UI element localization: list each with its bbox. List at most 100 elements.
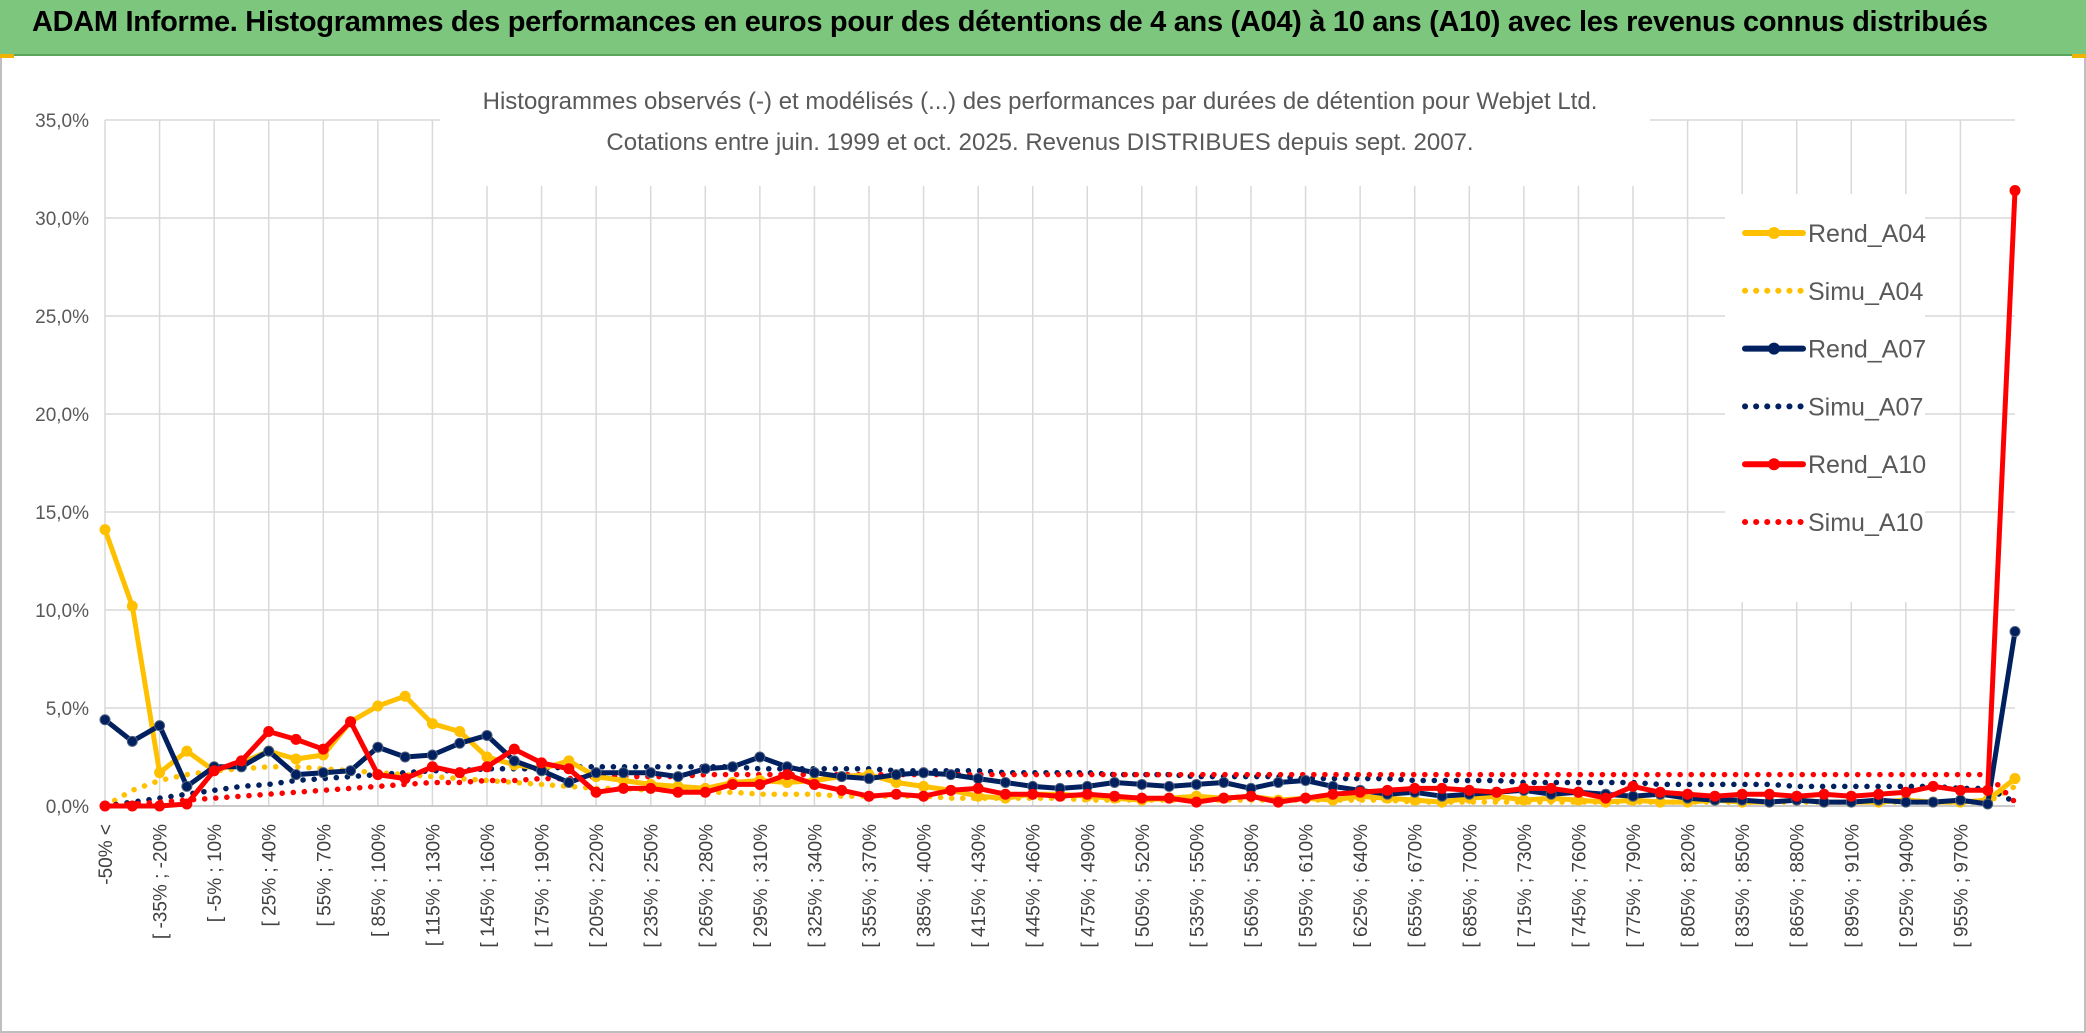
banner-title: ADAM Informe. Histogrammes des performan… bbox=[32, 6, 1988, 38]
x-tick-label: [ 655% ; 670% bbox=[1406, 824, 1427, 948]
data-point bbox=[1463, 784, 1475, 796]
data-point bbox=[672, 771, 684, 783]
legend-label: Simu_A10 bbox=[1808, 509, 1923, 537]
x-tick-label: [ -5% ; 10% bbox=[205, 824, 226, 922]
y-tick-label: 10,0% bbox=[35, 601, 89, 622]
x-tick-label: [ 475% ; 490% bbox=[1078, 824, 1099, 948]
x-tick-label: [ 385% ; 400% bbox=[915, 824, 936, 948]
legend-background bbox=[1725, 194, 1925, 602]
data-point bbox=[181, 780, 193, 792]
data-point bbox=[1818, 788, 1830, 800]
x-tick-label: [ -35% ; -20% bbox=[151, 824, 172, 939]
data-point bbox=[1627, 790, 1639, 802]
x-tick-label: [ 565% ; 580% bbox=[1242, 824, 1263, 948]
data-point bbox=[918, 767, 930, 779]
corner-mark-left bbox=[0, 54, 14, 58]
x-tick-label: [ 685% ; 700% bbox=[1460, 824, 1481, 948]
data-point bbox=[836, 784, 848, 796]
data-point bbox=[1272, 776, 1284, 788]
data-point bbox=[1381, 784, 1393, 796]
data-point bbox=[1190, 796, 1202, 808]
x-axis: -50% < [ -35% ; -20% [ -5% ; 10% [ 25% ; 40… bbox=[96, 805, 2015, 948]
data-point bbox=[1409, 782, 1421, 794]
data-point bbox=[317, 743, 329, 755]
data-point bbox=[1054, 790, 1066, 802]
data-point bbox=[154, 767, 166, 779]
data-point bbox=[1300, 775, 1312, 787]
data-point bbox=[972, 782, 984, 794]
data-point bbox=[481, 761, 493, 773]
legend-label: Rend_A04 bbox=[1808, 220, 1926, 248]
data-point bbox=[1518, 782, 1530, 794]
data-point bbox=[263, 726, 275, 738]
data-point bbox=[235, 755, 247, 767]
legend-label: Rend_A07 bbox=[1808, 336, 1926, 364]
data-point bbox=[1982, 798, 1994, 810]
data-point bbox=[99, 714, 111, 726]
data-point bbox=[1954, 784, 1966, 796]
data-point bbox=[1190, 778, 1202, 790]
data-point bbox=[1109, 776, 1121, 788]
data-point bbox=[590, 786, 602, 798]
data-point bbox=[154, 720, 166, 732]
data-point bbox=[808, 767, 820, 779]
data-point bbox=[754, 751, 766, 763]
data-point bbox=[508, 743, 520, 755]
data-point bbox=[699, 763, 711, 775]
x-tick-label: [ 865% ; 880% bbox=[1788, 824, 1809, 948]
data-point bbox=[890, 769, 902, 781]
data-point bbox=[1163, 792, 1175, 804]
data-point bbox=[345, 716, 357, 728]
x-tick-label: [ 55% ; 70% bbox=[314, 824, 335, 927]
data-point bbox=[399, 690, 411, 702]
y-tick-label: 0,0% bbox=[46, 797, 89, 818]
data-point bbox=[372, 700, 384, 712]
data-point bbox=[454, 767, 466, 779]
x-tick-label: [ 265% ; 280% bbox=[696, 824, 717, 948]
legend-label: Rend_A10 bbox=[1808, 451, 1926, 479]
data-point bbox=[426, 718, 438, 730]
data-point bbox=[99, 524, 111, 536]
data-point bbox=[1900, 796, 1912, 808]
x-tick-label: [ 175% ; 190% bbox=[533, 824, 554, 948]
data-point bbox=[1900, 786, 1912, 798]
data-point bbox=[426, 761, 438, 773]
x-tick-label: [ 925% ; 940% bbox=[1897, 824, 1918, 948]
legend-marker bbox=[1768, 342, 1780, 355]
data-point bbox=[945, 784, 957, 796]
data-point bbox=[1218, 776, 1230, 788]
data-point bbox=[1954, 794, 1966, 806]
data-point bbox=[181, 745, 193, 757]
x-tick-label: [ 325% ; 340% bbox=[805, 824, 826, 948]
data-point bbox=[99, 800, 111, 812]
x-tick-label: -50% < bbox=[96, 824, 117, 885]
data-point bbox=[918, 790, 930, 802]
x-tick-label: [ 625% ; 640% bbox=[1351, 824, 1372, 948]
data-point bbox=[208, 765, 220, 777]
x-tick-label: [ 505% ; 520% bbox=[1133, 824, 1154, 948]
data-point bbox=[126, 800, 138, 812]
y-tick-label: 30,0% bbox=[35, 209, 89, 230]
data-point bbox=[1572, 786, 1584, 798]
data-point bbox=[890, 788, 902, 800]
data-point bbox=[1136, 778, 1148, 790]
legend-label: Simu_A04 bbox=[1808, 278, 1923, 306]
data-point bbox=[1109, 790, 1121, 802]
data-point bbox=[181, 798, 193, 810]
data-point bbox=[1272, 796, 1284, 808]
data-point bbox=[481, 729, 493, 741]
legend-label: Simu_A07 bbox=[1808, 393, 1923, 421]
data-point bbox=[754, 778, 766, 790]
data-point bbox=[508, 755, 520, 767]
data-point bbox=[781, 769, 793, 781]
x-tick-label: [ 355% ; 370% bbox=[860, 824, 881, 948]
data-point bbox=[563, 763, 575, 775]
data-point bbox=[372, 769, 384, 781]
data-point bbox=[1982, 784, 1994, 796]
data-point bbox=[1791, 790, 1803, 802]
data-point bbox=[126, 600, 138, 612]
x-tick-label: [ 295% ; 310% bbox=[751, 824, 772, 948]
x-tick-label: [ 595% ; 610% bbox=[1297, 824, 1318, 948]
data-point bbox=[1327, 788, 1339, 800]
data-point bbox=[1600, 792, 1612, 804]
